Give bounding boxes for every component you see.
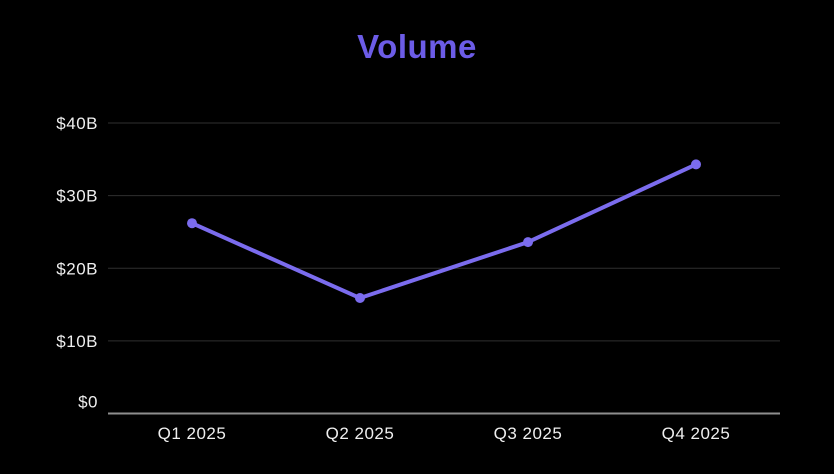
y-axis-tick-label: $0 [78,393,98,412]
y-axis-tick-label: $10B [56,332,98,351]
x-axis-tick-label: Q2 2025 [326,424,395,443]
x-axis-tick-label: Q4 2025 [662,424,731,443]
x-axis-tick-label: Q3 2025 [494,424,563,443]
volume-line [190,162,698,301]
data-point-q3-2025[interactable] [523,237,533,248]
y-axis-tick-label: $20B [56,259,98,278]
data-point-q4-2025[interactable] [691,159,701,170]
x-axis-tick-label: Q1 2025 [158,424,227,443]
data-point-q1-2025[interactable] [187,218,197,229]
chart-title: Volume [357,28,477,65]
y-axis-tick-label: $40B [56,114,98,133]
data-point-q2-2025[interactable] [355,293,365,304]
y-axis-tick-label: $30B [56,187,98,206]
